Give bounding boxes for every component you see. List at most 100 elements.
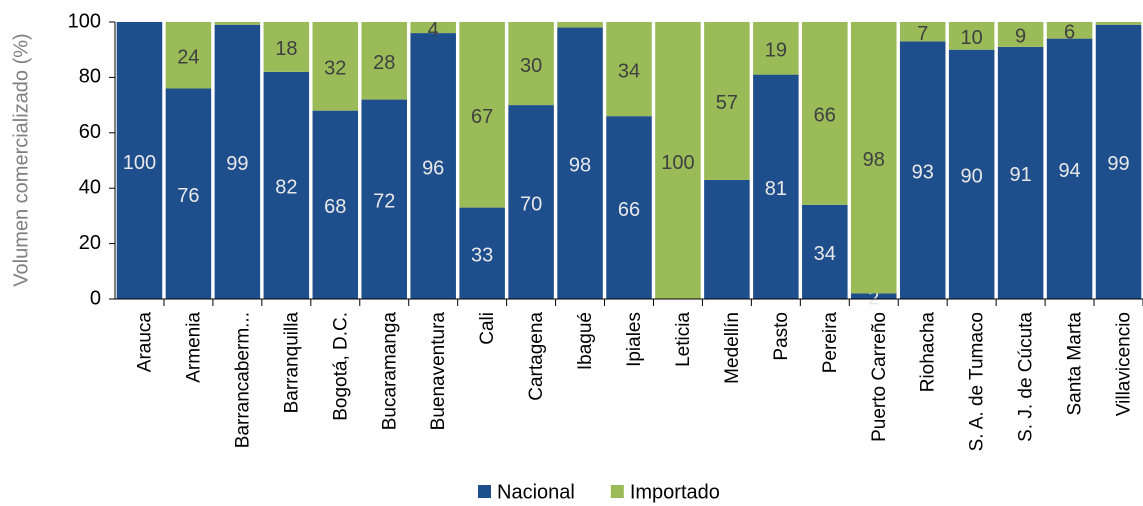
legend-swatch xyxy=(610,485,624,498)
x-tick-label: Leticia xyxy=(673,312,694,367)
bar-segment xyxy=(165,88,212,299)
data-label: 98 xyxy=(569,155,591,177)
data-label: 72 xyxy=(373,191,395,213)
bar-segment xyxy=(655,22,701,299)
bar-segment xyxy=(1046,22,1093,39)
bar-segment xyxy=(410,22,456,34)
bar-segment xyxy=(606,116,652,300)
bar-segment xyxy=(263,71,310,299)
bar-segment xyxy=(997,46,1044,300)
bar-segment xyxy=(459,207,505,299)
bar-segment xyxy=(802,22,848,205)
data-label: 81 xyxy=(765,178,787,200)
bar-segment xyxy=(361,22,408,100)
data-label: 34 xyxy=(618,60,640,82)
x-tick-label: Cali xyxy=(477,312,498,345)
bar-segment xyxy=(850,22,897,294)
data-label: 67 xyxy=(471,106,493,128)
bar-segment xyxy=(850,293,897,299)
data-label: 18 xyxy=(275,38,297,60)
x-tick-label: Medellín xyxy=(722,312,743,384)
data-label: 68 xyxy=(324,196,346,218)
bar-segment xyxy=(214,24,261,300)
bar-segment xyxy=(704,179,750,299)
data-label: 10 xyxy=(961,27,983,49)
x-tick-label: Pasto xyxy=(771,312,792,361)
bar-segment xyxy=(312,22,359,111)
bar-segment xyxy=(997,22,1044,47)
bar-segment xyxy=(557,22,603,28)
y-tick-label: 0 xyxy=(90,287,101,309)
data-label: 99 xyxy=(1107,153,1129,175)
x-tick-label: Barranquilla xyxy=(281,312,302,414)
data-label: 90 xyxy=(961,166,983,188)
bar-segment xyxy=(1095,22,1142,25)
x-tick-label: Villavicencio xyxy=(1114,312,1135,416)
x-tick-label: Buenaventura xyxy=(428,312,449,431)
data-label: 24 xyxy=(177,47,199,69)
data-label: 91 xyxy=(1009,164,1031,186)
x-tick-label: Ibagué xyxy=(575,312,596,370)
data-label: 94 xyxy=(1058,160,1080,182)
data-label: 66 xyxy=(618,199,640,221)
legend-label: Importado xyxy=(630,481,720,503)
data-label: 66 xyxy=(814,105,836,127)
bar-segment xyxy=(606,22,652,117)
data-label: 32 xyxy=(324,58,346,80)
data-label: 57 xyxy=(716,92,738,114)
bar-segment xyxy=(312,110,359,299)
bar-segment xyxy=(508,105,554,299)
bar-segment xyxy=(1046,38,1093,300)
data-label: 96 xyxy=(422,157,444,179)
bar-segment xyxy=(116,22,163,299)
x-tick-label: Pereira xyxy=(820,312,841,374)
bar-segment xyxy=(1095,24,1142,300)
data-label: 6 xyxy=(1064,22,1075,44)
y-tick-label: 20 xyxy=(79,232,101,254)
data-label: 34 xyxy=(814,243,836,265)
data-label: 30 xyxy=(520,55,542,77)
x-tick-label: Puerto Carreño xyxy=(869,312,890,442)
data-label: 99 xyxy=(226,153,248,175)
bar-segment xyxy=(802,204,848,299)
x-tick-label: Bucaramanga xyxy=(379,312,400,431)
bar-segment xyxy=(214,22,261,25)
data-label: 93 xyxy=(912,161,934,183)
x-tick-label: S. A. de Tumaco xyxy=(967,312,988,451)
data-label: 98 xyxy=(863,149,885,171)
y-tick-label: 40 xyxy=(79,176,101,198)
bar-segment xyxy=(753,22,799,75)
data-label: 9 xyxy=(1015,26,1026,48)
bar-segment xyxy=(410,33,456,300)
bar-segment xyxy=(948,22,995,50)
data-label: 19 xyxy=(765,40,787,62)
bar-segment xyxy=(508,22,554,106)
data-label: 7 xyxy=(917,23,928,45)
y-tick-label: 80 xyxy=(79,66,101,88)
legend-swatch xyxy=(478,485,491,498)
x-tick-label: S. J. de Cúcuta xyxy=(1016,312,1037,442)
bar-segment xyxy=(899,41,946,299)
bar-segment xyxy=(704,22,750,180)
data-label: 82 xyxy=(275,177,297,199)
x-tick-label: Riohacha xyxy=(918,312,939,393)
x-tick-label: Cartagena xyxy=(526,312,547,401)
x-tick-label: Ipiales xyxy=(624,312,645,367)
bar-segment xyxy=(263,22,310,72)
y-tick-label: 60 xyxy=(79,121,101,143)
y-axis-title: Volumen comercializado (%) xyxy=(10,33,32,286)
x-tick-label: Santa Marta xyxy=(1065,312,1086,416)
data-label: 4 xyxy=(428,19,439,41)
data-label: 76 xyxy=(177,185,199,207)
x-tick-label: Arauca xyxy=(134,312,155,373)
y-tick-label: 100 xyxy=(68,10,101,32)
legend-label: Nacional xyxy=(497,481,575,503)
bar-segment xyxy=(899,22,946,42)
data-label: 100 xyxy=(123,152,156,174)
bar-segment xyxy=(165,22,212,89)
bar-segment xyxy=(753,74,799,299)
data-label: 28 xyxy=(373,52,395,74)
bar-segment xyxy=(948,49,995,300)
x-tick-label: Armenia xyxy=(183,312,204,383)
